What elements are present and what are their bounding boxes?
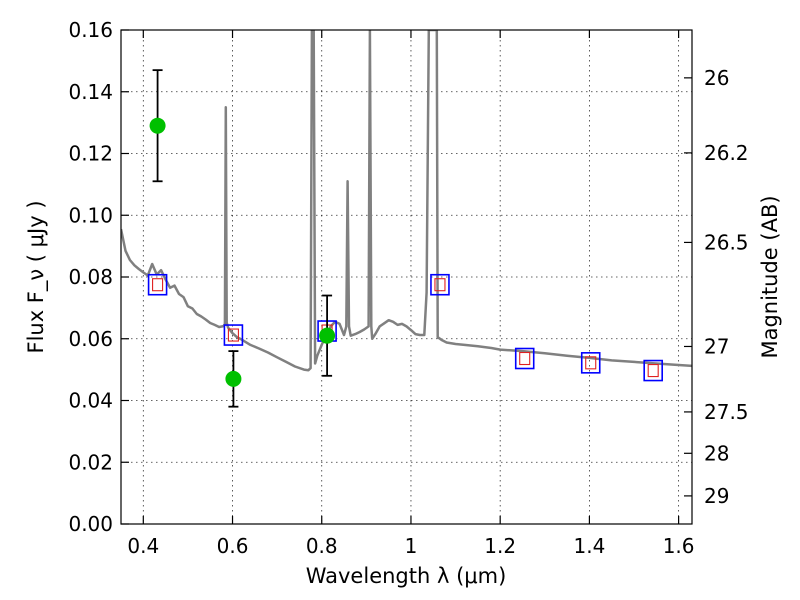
y-axis-label: Flux F_ν ( μJy ) (24, 200, 49, 353)
model-photometry-inner-square (434, 278, 446, 292)
observed-photometry-markers (149, 69, 336, 408)
y-tick-label: 0.16 (68, 18, 113, 42)
model-photometry-square (580, 352, 601, 374)
model-spectrum-line (121, 30, 692, 372)
model-photometry-square (514, 347, 535, 370)
y-tick-label: 0.14 (68, 80, 113, 104)
model-photometry-inner-square (519, 351, 531, 366)
y2-tick-label: 26.5 (704, 230, 749, 254)
y2-axis-ticks: 26 26.2 26.5 27 27.5 28 29 (684, 66, 749, 508)
model-photometry-square (147, 273, 168, 296)
x-tick-label: 0.4 (127, 534, 159, 558)
y-tick-label: 0.06 (68, 327, 113, 351)
model-photometry-inner-square (585, 356, 597, 370)
x-axis-ticks: 0.4 0.6 0.8 1 1.2 1.4 1.6 (127, 30, 695, 558)
y2-tick-label: 26 (704, 66, 729, 90)
y-tick-label: 0.04 (68, 389, 113, 413)
x-axis-label: Wavelength λ (μm) (306, 564, 507, 588)
y2-tick-label: 26.2 (704, 141, 749, 165)
model-photometry-inner-square (647, 364, 659, 378)
x-tick-label: 1.6 (663, 534, 695, 558)
x-tick-label: 1.4 (573, 534, 605, 558)
model-photometry-square (430, 273, 450, 296)
y2-tick-label: 29 (704, 484, 729, 508)
x-tick-label: 0.8 (306, 534, 338, 558)
observed-data-point (225, 370, 242, 387)
y2-tick-label: 27 (704, 334, 729, 358)
y-tick-label: 0.00 (68, 512, 113, 536)
y2-axis-label: Magnitude (AB) (758, 195, 782, 358)
model-photometry-markers (147, 273, 663, 382)
model-photometry-inner-square (227, 328, 239, 342)
y2-tick-label: 28 (704, 441, 729, 465)
y-tick-label: 0.10 (68, 203, 113, 227)
model-photometry-inner-square (152, 278, 164, 292)
observed-data-point (319, 327, 336, 344)
y-tick-label: 0.08 (68, 265, 113, 289)
x-tick-label: 1.2 (484, 534, 516, 558)
y-axis-ticks: 0.00 0.02 0.04 0.06 0.08 0.10 0.12 0.14 0.16 (68, 18, 129, 536)
observed-data-point (149, 117, 166, 134)
y2-tick-label: 27.5 (704, 400, 749, 424)
y-tick-label: 0.02 (68, 450, 113, 474)
grid-lines (121, 29, 692, 525)
x-tick-label: 1 (405, 534, 418, 558)
x-tick-label: 0.6 (217, 534, 249, 558)
model-photometry-square (643, 359, 663, 382)
model-photometry-square (223, 324, 244, 346)
y-tick-label: 0.12 (68, 142, 113, 166)
